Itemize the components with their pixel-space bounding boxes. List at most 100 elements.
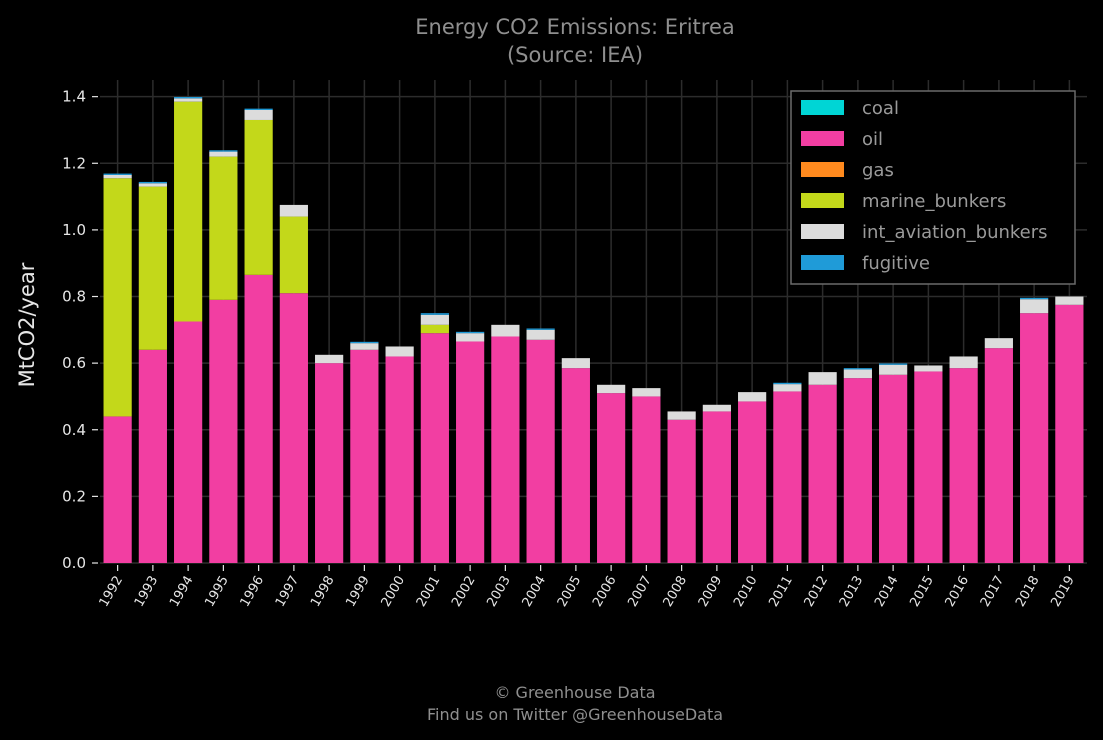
bar-int-aviation-bunkers-1998 (315, 354, 344, 364)
bar-fugitive-1994 (174, 96, 203, 99)
bar-oil-2016 (949, 368, 978, 563)
bar-int-aviation-bunkers-1994 (174, 98, 203, 102)
bar-oil-1992 (103, 416, 132, 563)
legend-label-oil: oil (862, 129, 883, 150)
bar-int-aviation-bunkers-2013 (843, 369, 872, 379)
bar-oil-1998 (315, 363, 344, 563)
y-tick-label: 0.6 (62, 354, 86, 372)
y-tick-label: 0.0 (62, 554, 86, 572)
bar-int-aviation-bunkers-1993 (138, 183, 167, 187)
bar-oil-2018 (1020, 313, 1049, 563)
bar-oil-2003 (491, 336, 520, 563)
bar-oil-2007 (632, 396, 661, 563)
bar-oil-1996 (244, 274, 273, 563)
bar-oil-2010 (738, 401, 767, 563)
bar-int-aviation-bunkers-2014 (879, 364, 908, 375)
y-tick-label: 0.2 (62, 487, 86, 505)
legend-label-coal: coal (862, 98, 899, 119)
bar-oil-1997 (279, 293, 308, 563)
y-tick-label: 0.8 (62, 288, 86, 306)
bar-int-aviation-bunkers-2018 (1020, 299, 1049, 314)
y-tick-label: 1.0 (62, 221, 86, 239)
bar-fugitive-1995 (209, 150, 238, 152)
y-tick-label: 1.2 (62, 154, 86, 172)
bar-marine-bunkers-2001 (420, 324, 449, 334)
bar-fugitive-1996 (244, 108, 273, 110)
legend-swatch-fugitive (801, 255, 844, 270)
y-axis: 0.0 0.2 0.4 0.6 0.8 1.0 1.2 1.4 (62, 88, 98, 572)
legend-label-gas: gas (862, 160, 894, 181)
bar-marine-bunkers-1992 (103, 178, 132, 417)
bar-oil-1994 (174, 321, 203, 563)
bar-marine-bunkers-1997 (279, 216, 308, 294)
y-tick-label: 0.4 (62, 421, 86, 439)
bar-oil-2017 (984, 348, 1013, 563)
bar-oil-2000 (385, 356, 414, 563)
legend-swatch-gas (801, 162, 844, 177)
bar-int-aviation-bunkers-1992 (103, 174, 132, 179)
bar-int-aviation-bunkers-1997 (279, 204, 308, 217)
bar-int-aviation-bunkers-1996 (244, 109, 273, 120)
bar-oil-1995 (209, 299, 238, 563)
bar-fugitive-2018 (1020, 297, 1049, 300)
bar-marine-bunkers-1995 (209, 156, 238, 300)
bar-oil-2005 (561, 368, 590, 563)
bar-int-aviation-bunkers-2003 (491, 324, 520, 337)
bar-oil-2013 (843, 378, 872, 563)
bar-fugitive-1999 (350, 341, 379, 344)
bar-oil-2002 (456, 341, 485, 563)
bar-fugitive-1993 (138, 181, 167, 184)
legend-swatch-marine-bunkers (801, 193, 844, 208)
bar-oil-2006 (597, 393, 626, 563)
bar-marine-bunkers-1993 (138, 186, 167, 350)
bar-oil-2015 (914, 371, 943, 563)
bar-int-aviation-bunkers-2009 (702, 404, 731, 412)
y-axis-label: MtCO2/year (15, 262, 39, 387)
bar-int-aviation-bunkers-2001 (420, 314, 449, 325)
bar-fugitive-2001 (420, 313, 449, 315)
bar-int-aviation-bunkers-2006 (597, 384, 626, 394)
bars (103, 96, 1084, 563)
legend-swatch-oil (801, 131, 844, 146)
bar-int-aviation-bunkers-1999 (350, 343, 379, 350)
bar-int-aviation-bunkers-1995 (209, 151, 238, 157)
legend-swatch-coal (801, 100, 844, 115)
chart-subtitle: (Source: IEA) (507, 43, 643, 67)
bar-fugitive-2004 (526, 328, 555, 330)
bar-int-aviation-bunkers-2012 (808, 372, 837, 385)
bar-marine-bunkers-1996 (244, 119, 273, 275)
bar-marine-bunkers-1994 (174, 101, 203, 322)
bar-oil-2001 (420, 333, 449, 563)
legend-label-marine-bunkers: marine_bunkers (862, 191, 1006, 212)
bar-oil-1999 (350, 349, 379, 563)
bar-oil-1993 (138, 349, 167, 563)
legend-label-int-aviation-bunkers: int_aviation_bunkers (862, 222, 1048, 243)
bar-int-aviation-bunkers-2007 (632, 388, 661, 397)
bar-oil-2004 (526, 339, 555, 563)
legend-label-fugitive: fugitive (862, 253, 930, 274)
legend: coal oil gas marine_bunkers int_aviation_bun… (790, 90, 1076, 285)
bar-fugitive-2002 (456, 331, 485, 334)
bar-fugitive-2014 (879, 363, 908, 365)
bar-int-aviation-bunkers-2011 (773, 384, 802, 392)
legend-swatch-int-aviation-bunkers (801, 224, 844, 239)
bar-fugitive-1992 (103, 173, 132, 175)
bar-int-aviation-bunkers-2000 (385, 346, 414, 357)
bar-int-aviation-bunkers-2004 (526, 329, 555, 340)
bar-fugitive-2013 (843, 368, 872, 370)
bar-int-aviation-bunkers-2002 (456, 333, 485, 342)
legend-box (790, 90, 1076, 285)
bar-int-aviation-bunkers-2005 (561, 358, 590, 369)
footer-credit: © Greenhouse Data (494, 683, 655, 702)
bar-int-aviation-bunkers-2016 (949, 356, 978, 369)
bar-oil-2014 (879, 374, 908, 563)
bar-int-aviation-bunkers-2008 (667, 411, 696, 420)
bar-int-aviation-bunkers-2019 (1055, 296, 1084, 305)
bar-oil-2011 (773, 391, 802, 563)
bar-fugitive-2011 (773, 382, 802, 385)
bar-int-aviation-bunkers-2010 (738, 392, 767, 402)
bar-oil-2008 (667, 419, 696, 563)
chart-title: Energy CO2 Emissions: Eritrea (415, 15, 734, 39)
bar-oil-2012 (808, 384, 837, 563)
